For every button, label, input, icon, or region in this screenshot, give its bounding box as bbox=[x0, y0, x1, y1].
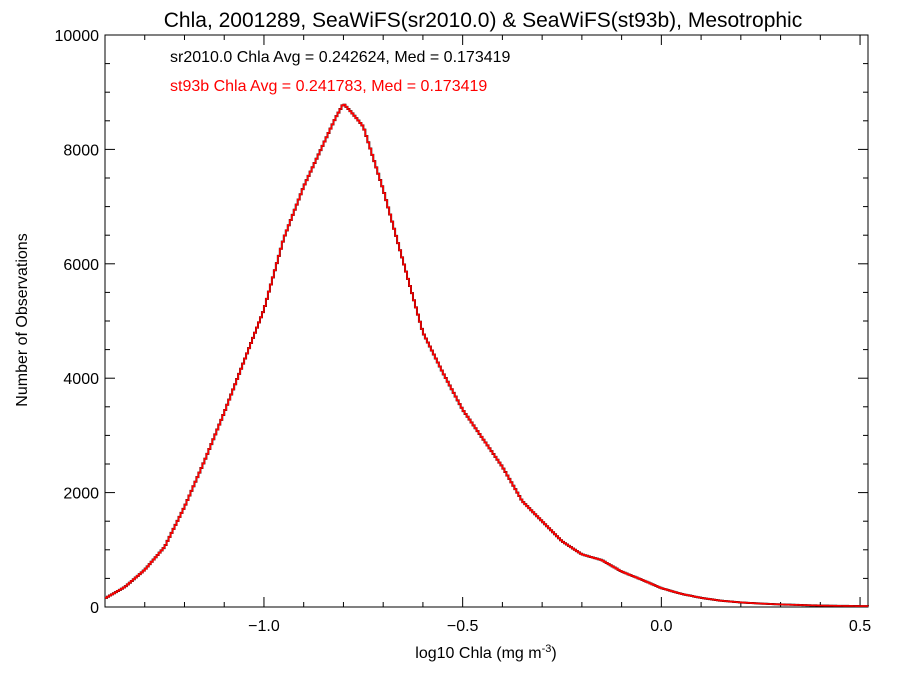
y-tick-label: 10000 bbox=[55, 28, 100, 45]
annotation-st93b: st93b Chla Avg = 0.241783, Med = 0.17341… bbox=[170, 78, 487, 95]
y-tick-label: 0 bbox=[90, 600, 99, 617]
series-line-sr2010-0 bbox=[105, 103, 869, 608]
x-axis-label: log10 Chla (mg m-3) bbox=[415, 643, 556, 662]
x-tick-label: −0.5 bbox=[447, 618, 479, 635]
chart-title: Chla, 2001289, SeaWiFS(sr2010.0) & SeaWi… bbox=[164, 9, 802, 32]
y-tick-label: 4000 bbox=[63, 371, 99, 388]
axis-ticks: −1.0 −0.5 0.0 0.5 0 2000 4000 6000 8000 10000 bbox=[55, 28, 872, 635]
y-tick-label: 2000 bbox=[63, 486, 99, 503]
y-tick-label: 6000 bbox=[63, 257, 99, 274]
y-tick-label: 8000 bbox=[63, 142, 99, 159]
x-tick-label: 0.0 bbox=[650, 618, 672, 635]
y-axis-label: Number of Observations bbox=[14, 233, 31, 406]
x-axis-label-superscript: -3 bbox=[542, 643, 552, 655]
series-layer bbox=[105, 103, 869, 608]
x-tick-label: −1.0 bbox=[248, 618, 280, 635]
annotation-sr2010: sr2010.0 Chla Avg = 0.242624, Med = 0.17… bbox=[170, 49, 511, 66]
series-line-st93b bbox=[105, 103, 869, 607]
plot-frame bbox=[104, 34, 869, 608]
x-tick-label: 0.5 bbox=[849, 618, 871, 635]
